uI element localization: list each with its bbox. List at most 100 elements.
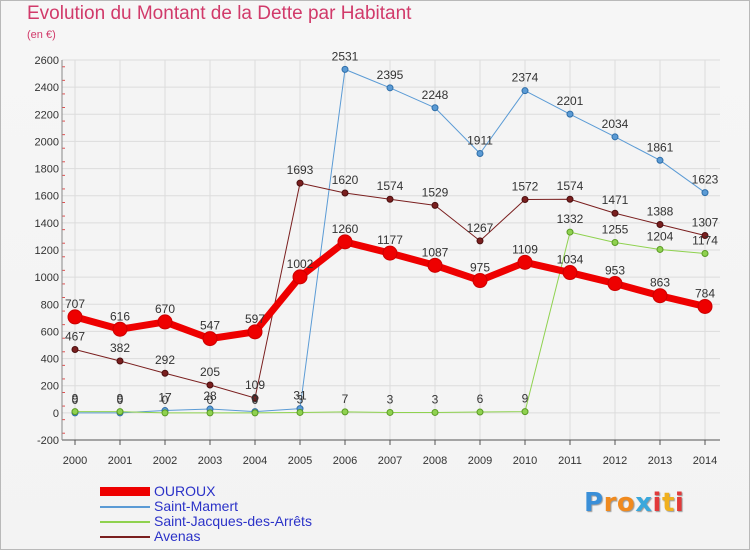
- data-label-avenas: 205: [200, 365, 220, 379]
- x-tick-label: 2008: [423, 455, 447, 467]
- logo-letter: i: [652, 488, 662, 518]
- data-label-avenas: 1574: [377, 179, 404, 193]
- proxiti-logo: Proxiti: [584, 488, 684, 518]
- data-label-saint-mamert: 0: [117, 393, 124, 407]
- data-label-saint-jacques-des-arrets: 3: [432, 392, 439, 406]
- data-label-saint-mamert: 2374: [512, 71, 539, 85]
- data-point-ouroux: [427, 257, 443, 273]
- y-tick-label: 1400: [35, 218, 59, 230]
- legend-item-saint-mamert: Saint-Mamert: [100, 499, 400, 514]
- data-point-ouroux: [472, 273, 488, 289]
- data-label-ouroux: 1260: [332, 222, 359, 236]
- data-label-saint-mamert: 1911: [467, 134, 493, 148]
- data-label-avenas: 1574: [557, 179, 584, 193]
- data-label-avenas: 109: [245, 378, 265, 392]
- data-point-ouroux: [607, 276, 623, 292]
- data-label-saint-mamert: 31: [293, 389, 307, 403]
- data-point-ouroux: [517, 254, 533, 270]
- data-point-avenas: [521, 196, 529, 204]
- logo-letter: x: [635, 488, 653, 518]
- data-point-saint-jacques-des-arrets: [521, 408, 529, 416]
- legend-swatch-saint-jacques: [100, 521, 150, 523]
- data-point-saint-jacques-des-arrets: [701, 250, 709, 258]
- data-point-saint-jacques-des-arrets: [71, 408, 79, 416]
- data-point-saint-jacques-des-arrets: [566, 228, 574, 236]
- data-label-avenas: 467: [65, 329, 85, 343]
- y-tick-label: 400: [41, 354, 59, 366]
- data-label-avenas: 382: [110, 341, 130, 355]
- legend-label-avenas: Avenas: [154, 528, 201, 544]
- data-point-ouroux: [652, 288, 668, 304]
- x-tick-label: 2001: [108, 455, 132, 467]
- x-tick-label: 2013: [648, 455, 672, 467]
- data-label-avenas: 1529: [422, 185, 449, 199]
- logo-letter: o: [616, 488, 636, 518]
- x-tick-label: 2006: [333, 455, 357, 467]
- x-tick-label: 2010: [513, 455, 537, 467]
- data-point-saint-jacques-des-arrets: [341, 408, 349, 416]
- chart-title: Evolution du Montant de la Dette par Hab…: [27, 3, 412, 24]
- data-point-saint-jacques-des-arrets: [476, 408, 484, 416]
- data-point-avenas: [476, 237, 484, 245]
- y-tick-label: 600: [41, 326, 59, 338]
- data-label-saint-mamert: 9: [252, 392, 259, 406]
- y-tick-label: 200: [41, 381, 59, 393]
- data-point-ouroux: [112, 321, 128, 337]
- data-point-avenas: [386, 195, 394, 203]
- y-tick-label: 0: [53, 408, 59, 420]
- data-point-saint-mamert: [341, 65, 349, 73]
- data-label-saint-mamert: 28: [203, 389, 217, 403]
- y-tick-label: 2000: [35, 136, 59, 148]
- legend-label-ouroux: OUROUX: [154, 483, 216, 499]
- logo-letter: t: [661, 488, 675, 518]
- data-label-avenas: 1572: [512, 180, 539, 194]
- y-tick-label: -200: [37, 435, 59, 447]
- data-label-ouroux: 1109: [512, 242, 538, 256]
- data-point-saint-jacques-des-arrets: [296, 408, 304, 416]
- x-tick-label: 2005: [288, 455, 312, 467]
- data-label-saint-jacques-des-arrets: 1174: [692, 234, 718, 248]
- legend-swatch-saint-mamert: [100, 506, 150, 508]
- data-point-saint-jacques-des-arrets: [611, 239, 619, 247]
- data-point-saint-jacques-des-arrets: [161, 409, 169, 417]
- data-point-ouroux: [697, 298, 713, 314]
- data-label-saint-jacques-des-arrets: 9: [522, 392, 529, 406]
- data-label-saint-jacques-des-arrets: 0: [207, 393, 214, 407]
- data-point-avenas: [71, 345, 79, 353]
- data-label-saint-mamert: 2201: [557, 94, 584, 108]
- data-point-avenas: [161, 369, 169, 377]
- data-label-ouroux: 597: [245, 312, 265, 326]
- data-point-avenas: [296, 179, 304, 187]
- data-point-avenas: [566, 195, 574, 203]
- data-point-avenas: [431, 201, 439, 209]
- data-point-saint-jacques-des-arrets: [116, 408, 124, 416]
- data-point-saint-mamert: [386, 84, 394, 92]
- x-tick-label: 2014: [693, 455, 717, 467]
- data-label-saint-mamert: 2531: [332, 49, 359, 63]
- logo-letter: r: [603, 488, 617, 518]
- y-tick-label: 2600: [35, 55, 59, 67]
- data-label-avenas: 1693: [287, 163, 314, 177]
- y-tick-label: 2400: [35, 82, 59, 94]
- x-tick-label: 2003: [198, 455, 222, 467]
- data-point-saint-jacques-des-arrets: [431, 408, 439, 416]
- data-label-ouroux: 784: [695, 286, 715, 300]
- data-point-avenas: [116, 357, 124, 365]
- data-label-saint-mamert: 0: [72, 393, 79, 407]
- data-label-ouroux: 616: [110, 309, 130, 323]
- data-point-avenas: [611, 209, 619, 217]
- x-tick-label: 2011: [558, 455, 582, 467]
- logo-letter: i: [674, 488, 685, 518]
- chart-unit-label: (en €): [27, 29, 56, 41]
- data-point-avenas: [701, 231, 709, 239]
- data-point-avenas: [656, 220, 664, 228]
- x-tick-label: 2002: [153, 455, 177, 467]
- x-tick-label: 2009: [468, 455, 492, 467]
- data-label-avenas: 1307: [692, 215, 719, 229]
- data-label-ouroux: 863: [650, 276, 670, 290]
- data-label-saint-jacques-des-arrets: 1255: [602, 223, 629, 237]
- data-point-saint-mamert: [566, 110, 574, 118]
- data-label-saint-mamert: 2248: [422, 88, 449, 102]
- data-label-avenas: 1267: [467, 221, 494, 235]
- data-label-saint-jacques-des-arrets: 1332: [557, 212, 584, 226]
